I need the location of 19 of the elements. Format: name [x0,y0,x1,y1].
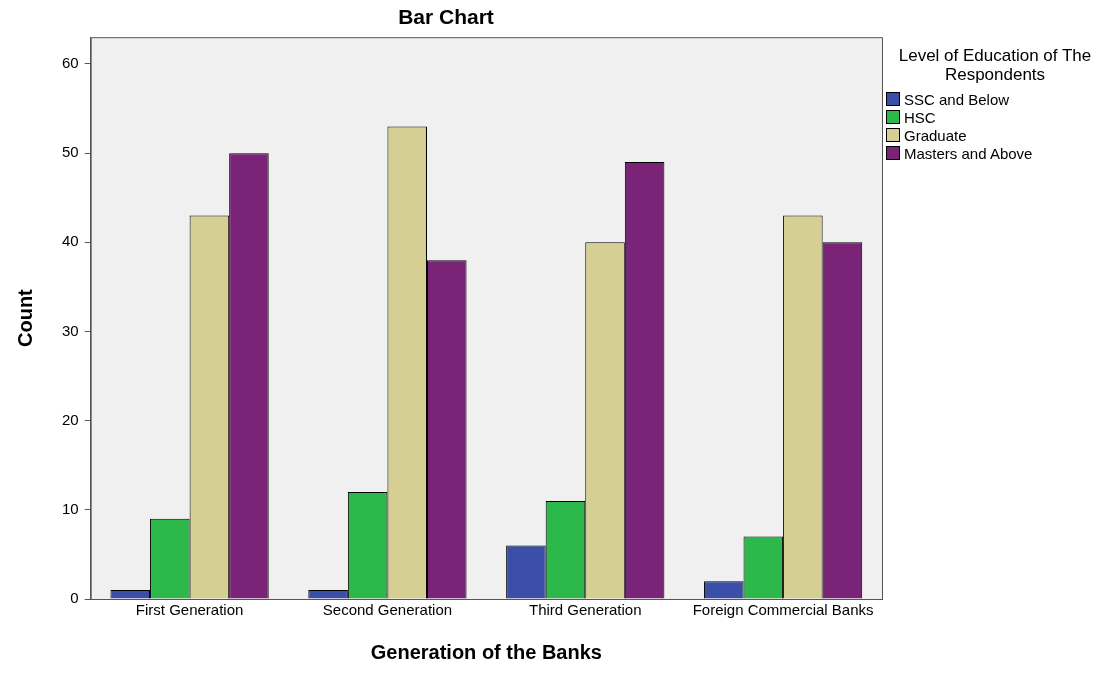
y-tick-label: 30 [62,321,79,339]
x-tick-label: Third Generation [528,601,642,619]
y-tick-label: 50 [62,143,79,161]
x-tick-label: Second Generation [322,601,453,619]
x-tick-label: First Generation [135,601,244,619]
y-axis-title: Count [13,288,36,347]
x-tick-label: Foreign Commercial Banks [692,601,874,619]
legend-title: Level of Education of The Respondents [897,46,1093,84]
legend-label: SSC and Below [904,90,1010,108]
x-axis-title: Generation of the Banks [370,640,602,663]
y-tick-label: 20 [62,410,79,428]
y-tick-label: 10 [62,499,79,517]
legend-label: Graduate [904,126,967,144]
legend-label: HSC [904,108,936,126]
y-tick-label: 0 [70,589,79,607]
y-tick-label: 60 [62,54,79,72]
chart-title: Bar Chart [398,5,494,29]
y-tick-label: 40 [62,232,79,250]
legend-label: Masters and Above [904,144,1033,162]
